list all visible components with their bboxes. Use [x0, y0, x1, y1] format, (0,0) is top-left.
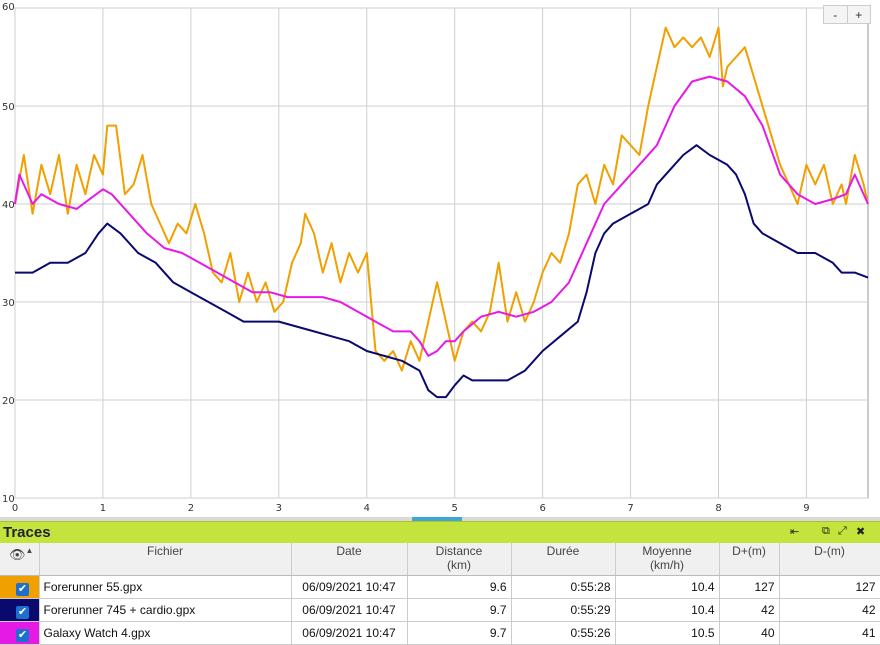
- y-tick-label: 60: [2, 2, 15, 13]
- x-tick-label: 8: [715, 503, 721, 514]
- series-line-0: [14, 26, 869, 372]
- descent-column-header[interactable]: D-(m): [779, 543, 880, 576]
- duration-cell: 0:55:29: [511, 598, 616, 622]
- x-tick-label: 3: [276, 503, 282, 514]
- descent-cell: 127: [779, 575, 880, 599]
- date-cell: 06/09/2021 10:47: [291, 575, 408, 599]
- chart-svg: 10 20 30 40 50 60 0 1 2 3 4 5 6 7 8 9: [2, 2, 869, 514]
- average-cell: 10.4: [615, 575, 720, 599]
- panel-title: Traces: [3, 524, 51, 541]
- sort-arrow-icon: ▲: [25, 546, 34, 555]
- chart-tick-labels: 10 20 30 40 50 60 0 1 2 3 4 5 6 7 8 9: [2, 2, 810, 514]
- zoom-controls: - +: [823, 5, 871, 24]
- trace-visible-checkbox[interactable]: ✔: [16, 605, 29, 619]
- zoom-out-button[interactable]: -: [833, 7, 838, 22]
- x-tick-label: 6: [539, 503, 545, 514]
- ascent-column-header[interactable]: D+(m): [719, 543, 780, 576]
- x-tick-label: 5: [452, 503, 458, 514]
- y-tick-label: 50: [2, 102, 15, 113]
- descent-cell: 41: [779, 621, 880, 645]
- distance-cell: 9.7: [407, 598, 512, 622]
- ascent-cell: 42: [719, 598, 780, 622]
- series-line-1: [15, 144, 869, 399]
- distance-cell: 9.6: [407, 575, 512, 599]
- trace-visible-checkbox[interactable]: ✔: [16, 582, 29, 596]
- splitter-grip[interactable]: [412, 517, 462, 521]
- x-tick-label: 2: [188, 503, 194, 514]
- zoom-in-button[interactable]: +: [846, 6, 871, 23]
- descent-cell: 42: [779, 598, 880, 622]
- file-cell: Forerunner 55.gpx: [39, 575, 292, 599]
- speed-chart[interactable]: 10 20 30 40 50 60 0 1 2 3 4 5 6 7 8 9 - +: [0, 0, 880, 517]
- trace-color-swatch: ✔: [0, 621, 40, 645]
- average-cell: 10.5: [615, 621, 720, 645]
- series-line-2: [14, 75, 869, 357]
- y-tick-label: 20: [2, 396, 15, 407]
- eye-icon: 👁: [9, 547, 26, 562]
- table-row[interactable]: ✔ Forerunner 745 + cardio.gpx 06/09/2021…: [0, 598, 880, 622]
- x-tick-label: 7: [627, 503, 633, 514]
- average-cell: 10.4: [615, 598, 720, 622]
- distance-column-header[interactable]: Distance (km): [407, 543, 512, 576]
- duration-cell: 0:55:28: [511, 575, 616, 599]
- table-row[interactable]: ✔ Galaxy Watch 4.gpx 06/09/2021 10:47 9.…: [0, 621, 880, 645]
- visibility-column-header[interactable]: 👁▲: [0, 543, 40, 576]
- ascent-cell: 40: [719, 621, 780, 645]
- ascent-cell: 127: [719, 575, 780, 599]
- date-cell: 06/09/2021 10:47: [291, 598, 408, 622]
- y-tick-label: 40: [2, 200, 15, 211]
- date-cell: 06/09/2021 10:47: [291, 621, 408, 645]
- average-column-header[interactable]: Moyenne (km/h): [615, 543, 720, 576]
- plot-frame: [14, 7, 869, 499]
- chart-grid: [14, 7, 869, 499]
- close-icon[interactable]: ✖: [856, 526, 866, 538]
- distance-cell: 9.7: [407, 621, 512, 645]
- panel-splitter[interactable]: [0, 517, 880, 521]
- traces-panel-header: Traces ⇤ ⧉ ⤢ ✖: [0, 521, 880, 543]
- file-cell: Galaxy Watch 4.gpx: [39, 621, 292, 645]
- trace-color-swatch: ✔: [0, 575, 40, 599]
- x-tick-label: 0: [12, 503, 18, 514]
- file-cell: Forerunner 745 + cardio.gpx: [39, 598, 292, 622]
- trace-visible-checkbox[interactable]: ✔: [16, 628, 29, 642]
- maximize-icon[interactable]: ⤢: [838, 525, 847, 537]
- y-tick-label: 10: [2, 494, 15, 505]
- x-tick-label: 1: [100, 503, 106, 514]
- file-column-header[interactable]: Fichier: [39, 543, 292, 576]
- traces-table: 👁▲ Fichier Date Distance (km) Durée Moyen…: [0, 543, 880, 645]
- date-column-header[interactable]: Date: [291, 543, 408, 576]
- x-tick-label: 4: [364, 503, 370, 514]
- restore-window-icon[interactable]: ⧉: [822, 525, 830, 537]
- duration-column-header[interactable]: Durée: [511, 543, 616, 576]
- trace-color-swatch: ✔: [0, 598, 40, 622]
- x-tick-label: 9: [803, 503, 809, 514]
- collapse-left-icon[interactable]: ⇤: [790, 526, 800, 538]
- duration-cell: 0:55:26: [511, 621, 616, 645]
- table-header-row: 👁▲ Fichier Date Distance (km) Durée Moyen…: [0, 543, 880, 576]
- y-tick-label: 30: [2, 298, 15, 309]
- chart-series: [14, 26, 869, 399]
- table-row[interactable]: ✔ Forerunner 55.gpx 06/09/2021 10:47 9.6…: [0, 575, 880, 599]
